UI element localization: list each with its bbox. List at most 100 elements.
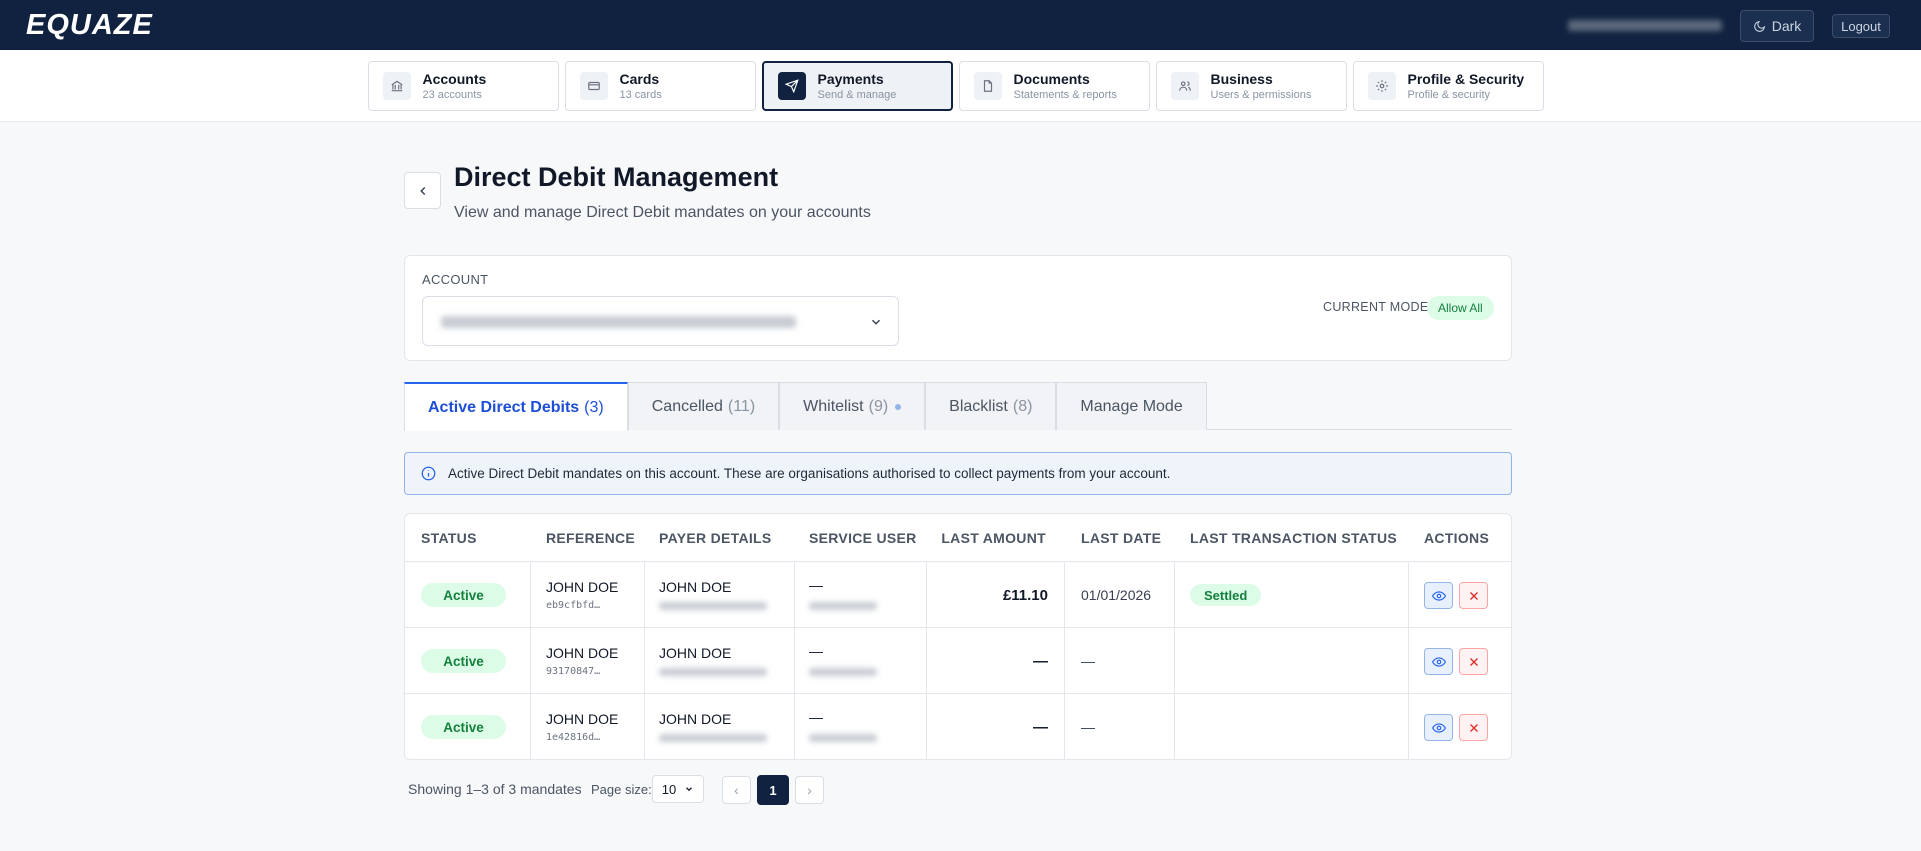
tab[interactable]: Cancelled (11) <box>627 382 780 430</box>
nav-subtitle: Profile & security <box>1407 89 1491 101</box>
column-header: LAST AMOUNT <box>941 530 1046 546</box>
brand: EQUAZE <box>26 9 153 41</box>
next-page[interactable]: › <box>795 776 824 804</box>
cell-border <box>794 562 795 628</box>
status-badge: Active <box>421 583 506 607</box>
page-size-value: 10 <box>661 781 677 797</box>
tab[interactable]: Blacklist (8) <box>925 382 1057 430</box>
nav-icon <box>579 72 608 100</box>
nav-subtitle: 13 cards <box>619 89 662 101</box>
view-button[interactable] <box>1424 582 1453 609</box>
tab-count: (11) <box>727 397 756 415</box>
prev-page[interactable]: ‹ <box>722 776 751 804</box>
mode-badge: Allow All <box>1427 296 1494 320</box>
reference-name: JOHN DOE <box>546 711 619 727</box>
cell-border <box>794 694 795 759</box>
cell-border <box>926 628 927 694</box>
nav-text: Business Users & permissions <box>1211 71 1312 101</box>
account-select[interactable] <box>422 296 899 346</box>
tab[interactable]: Active Direct Debits (3) <box>404 382 628 431</box>
page-size-label: Page size: <box>591 782 652 797</box>
table-row: Active JOHN DOE eb9cfbfd… JOHN DOE — £11.10 01… <box>405 561 1511 628</box>
nav-text: Profile & Security Profile & security <box>1408 71 1525 101</box>
nav-item[interactable]: Accounts 23 accounts <box>367 61 559 111</box>
theme-button[interactable]: Dark <box>1740 10 1814 42</box>
cell-border <box>644 694 645 759</box>
service-user: — <box>809 709 823 725</box>
payer-name: JOHN DOE <box>659 645 732 661</box>
cell-border <box>530 562 531 628</box>
service-user-id <box>809 734 877 742</box>
nav-item[interactable]: Documents Statements & reports <box>958 61 1150 111</box>
mandates-table: STATUS REFERENCE PAYER DETAILS SERVICE USER… <box>404 513 1512 760</box>
tab-count: (8) <box>1012 397 1033 415</box>
back-button[interactable] <box>404 172 441 209</box>
cell-border <box>926 694 927 759</box>
column-header: LAST TRANSACTION STATUS <box>1190 530 1398 546</box>
last-date: — <box>1081 653 1095 669</box>
cancel-button[interactable] <box>1459 648 1488 675</box>
column-header: ACTIONS <box>1424 530 1490 546</box>
cell-border <box>1408 694 1409 759</box>
page-size-caret <box>684 782 694 797</box>
view-button[interactable] <box>1424 714 1453 741</box>
column-header: REFERENCE <box>546 530 636 546</box>
column-header: LAST DATE <box>1081 530 1162 546</box>
account-card: ACCOUNT CURRENT MODE Allow All <box>404 255 1512 361</box>
cell-border <box>530 628 531 694</box>
table-row: Active JOHN DOE 93170847… JOHN DOE — — — <box>405 627 1511 694</box>
reference-id: 1e42816d… <box>546 732 601 743</box>
page-title: Direct Debit Management <box>454 162 779 192</box>
current-page[interactable]: 1 <box>757 775 789 805</box>
nav-title: Accounts <box>422 71 487 87</box>
cell-border <box>926 562 927 628</box>
account-value <box>441 316 796 328</box>
info-text: Active Direct Debit mandates on this acc… <box>448 466 1171 481</box>
service-user-id <box>809 668 877 676</box>
nav-icon <box>382 72 411 100</box>
payer-name: JOHN DOE <box>659 579 732 595</box>
nav-item[interactable]: Cards 13 cards <box>564 61 756 111</box>
nav-item[interactable]: Profile & Security Profile & security <box>1352 61 1544 111</box>
last-amount: £11.10 <box>1002 587 1048 604</box>
column-header: SERVICE USER <box>809 530 917 546</box>
nav-title: Documents <box>1013 71 1090 87</box>
page-size-select[interactable]: 10 <box>652 775 704 803</box>
service-user: — <box>809 643 823 659</box>
tab-label: Cancelled <box>651 397 723 415</box>
tab-dot <box>895 403 902 410</box>
nav-item[interactable]: Payments Send & manage <box>761 61 953 111</box>
account-label: ACCOUNT <box>422 272 489 287</box>
payer-account <box>659 668 767 676</box>
logout-button[interactable]: Logout <box>1832 14 1890 38</box>
cancel-button[interactable] <box>1459 582 1488 609</box>
pagination: Showing 1–3 of 3 mandates Page size: 10 ‹ 1 › <box>404 775 1004 805</box>
cancel-button[interactable] <box>1459 714 1488 741</box>
page-subtitle: View and manage Direct Debit mandates on… <box>454 204 871 221</box>
pagination-summary: Showing 1–3 of 3 mandates <box>408 781 582 797</box>
nav-subtitle: 23 accounts <box>422 89 482 101</box>
payer-name: JOHN DOE <box>659 711 732 727</box>
cell-border <box>644 628 645 694</box>
tab-count: (9) <box>868 397 889 415</box>
cell-border <box>1174 694 1175 759</box>
nav-title: Cards <box>619 71 660 87</box>
tab-count: (3) <box>584 398 604 416</box>
status-badge: Active <box>421 649 506 673</box>
cell-border <box>1174 628 1175 694</box>
tab-label: Blacklist <box>949 397 1008 415</box>
nav-subtitle: Statements & reports <box>1013 89 1117 101</box>
cell-border <box>1408 628 1409 694</box>
cell-border <box>1064 694 1065 759</box>
tab-label: Active Direct Debits <box>428 398 580 416</box>
cell-border <box>1064 562 1065 628</box>
view-button[interactable] <box>1424 648 1453 675</box>
nav-text: Payments Send & manage <box>818 71 897 101</box>
nav-icon <box>973 72 1002 100</box>
service-user: — <box>809 577 823 593</box>
nav-title: Profile & Security <box>1407 71 1525 87</box>
tab[interactable]: Whitelist (9) <box>779 382 926 430</box>
reference-name: JOHN DOE <box>546 645 619 661</box>
nav-item[interactable]: Business Users & permissions <box>1155 61 1347 111</box>
tab[interactable]: Manage Mode <box>1056 382 1207 430</box>
